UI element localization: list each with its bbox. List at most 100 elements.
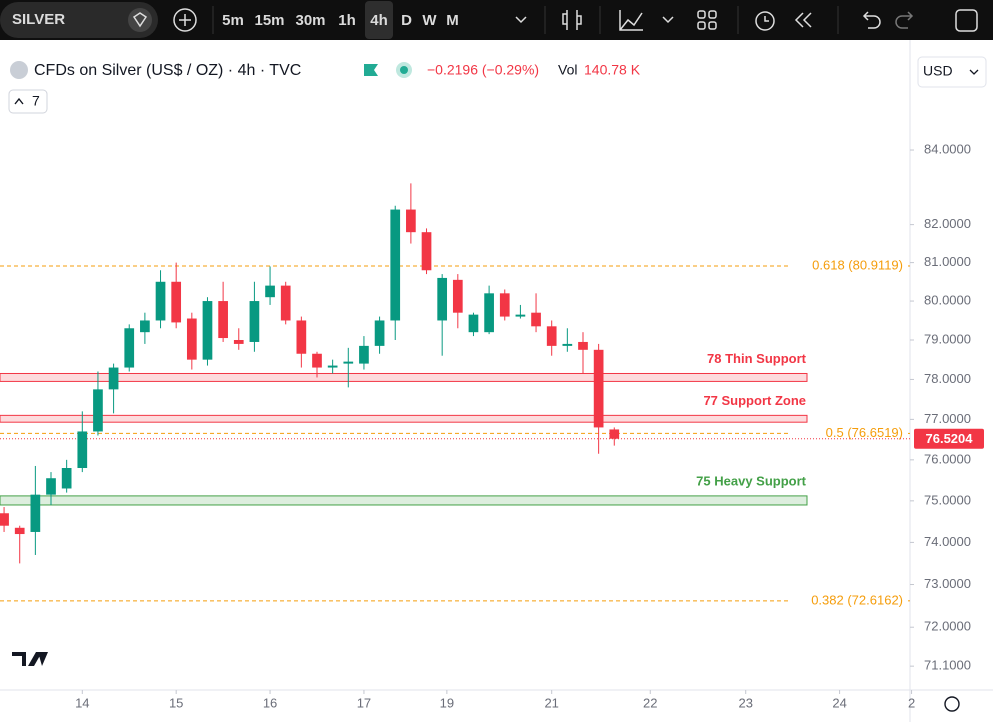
- candle-body: [359, 345, 369, 364]
- y-tick-label: 71.1000: [924, 658, 971, 673]
- candle-body: [186, 318, 197, 360]
- currency-button[interactable]: [917, 56, 987, 88]
- alert-button[interactable]: [755, 11, 775, 31]
- undo-button[interactable]: [862, 11, 881, 29]
- replay-button[interactable]: [764, 12, 812, 28]
- candle-body: [77, 431, 88, 469]
- fullscreen-button[interactable]: [955, 9, 978, 32]
- x-tick-label: 16: [263, 695, 277, 710]
- candle-body: [406, 209, 416, 233]
- y-tick-label: 73.0000: [924, 576, 971, 591]
- x-tick-label: 22: [643, 695, 657, 710]
- candle-body: [171, 281, 182, 323]
- active-interval-bg: [365, 1, 393, 39]
- y-tick-label: 82.0000: [924, 216, 971, 231]
- y-tick-label: 80.0000: [924, 292, 971, 307]
- candle-body: [374, 320, 385, 346]
- fib-label: 0.5 (76.6519): [826, 425, 903, 440]
- x-tick-label: 14: [75, 695, 89, 710]
- candle-body: [202, 301, 213, 360]
- settings-button[interactable]: [944, 696, 960, 712]
- candle-body: [265, 285, 275, 298]
- candle-body: [343, 361, 354, 364]
- candle-body: [218, 301, 228, 339]
- currency: USD: [923, 63, 953, 79]
- chart-type-button[interactable]: [562, 10, 582, 30]
- candle-body: [14, 527, 25, 535]
- interval-button[interactable]: 15m: [254, 12, 284, 29]
- tv-logo: [12, 652, 48, 666]
- plot: 84.0000 82.0000 81.0000 80.0000 79.0000 78.00…: [0, 141, 984, 710]
- y-tick-label: 74.0000: [924, 534, 971, 549]
- interval-button[interactable]: D: [401, 12, 412, 29]
- candle-body: [609, 429, 620, 439]
- interval-button[interactable]: 4h: [370, 12, 388, 29]
- chevron: [14, 97, 24, 105]
- plus-icon: [179, 14, 191, 26]
- zone-label: 75 Heavy Support: [696, 473, 806, 488]
- symbol: SILVER: [12, 11, 65, 28]
- candle-body: [108, 367, 119, 390]
- candle-body: [61, 468, 72, 489]
- zone-label: 78 Thin Support: [707, 351, 807, 366]
- candle-body: [140, 320, 150, 333]
- candle-body: [0, 513, 9, 526]
- interval-button[interactable]: W: [422, 12, 437, 29]
- candle-body: [531, 312, 541, 327]
- candle-body: [93, 389, 103, 432]
- redo-button[interactable]: [895, 11, 914, 29]
- toolbar-bg: [0, 0, 993, 40]
- candle-body: [468, 314, 479, 333]
- y-tick-label: 81.0000: [924, 254, 971, 269]
- candle-body: [233, 339, 244, 344]
- y-tick-label: 79.0000: [924, 331, 971, 346]
- last-price-tag: [914, 428, 984, 449]
- layout-button[interactable]: [697, 10, 717, 30]
- interval-button[interactable]: M: [446, 12, 459, 29]
- interval-button[interactable]: 5m: [222, 12, 244, 29]
- symbol-icon[interactable]: [128, 8, 152, 32]
- indicators-toggle[interactable]: [8, 89, 48, 114]
- candle-body: [280, 285, 291, 321]
- y-tick-label: 75.0000: [924, 492, 971, 507]
- candle-body: [30, 494, 41, 532]
- symbol-logo: [10, 61, 28, 79]
- x-tick-label: 21: [544, 695, 558, 710]
- fib-label: 0.618 (80.9119): [812, 257, 903, 272]
- candle-body: [452, 279, 463, 313]
- candle-body: [249, 301, 260, 342]
- candle-body: [515, 314, 526, 317]
- support-zone: [0, 372, 808, 382]
- indicators-dropdown[interactable]: [662, 16, 674, 24]
- zone-label: 77 Support Zone: [703, 393, 806, 408]
- diamond-icon: [132, 12, 148, 28]
- candle-body: [546, 326, 557, 346]
- x-tick-label: 24: [832, 695, 846, 710]
- candle-body: [296, 320, 307, 354]
- y-tick-label: 84.0000: [924, 141, 971, 156]
- x-tick-label: 17: [357, 695, 371, 710]
- interval-button[interactable]: 30m: [295, 12, 325, 29]
- interval-group: 5m 15m 30m 1h 4h D W M: [222, 1, 459, 39]
- market-flag: [364, 64, 378, 76]
- candle-body: [327, 365, 338, 368]
- interval-button[interactable]: 1h: [338, 12, 356, 29]
- candle-body: [578, 341, 588, 350]
- candle-body: [593, 349, 604, 428]
- candle-body: [390, 209, 401, 321]
- indicators-count: 7: [32, 93, 40, 109]
- x-tick-label: 19: [440, 695, 454, 710]
- legend-title: CFDs on Silver (US$ / OZ) · 4h · TVC: [34, 62, 301, 79]
- candle-body: [155, 281, 166, 321]
- compare-button[interactable]: [173, 8, 197, 32]
- y-tick-label: 77.0000: [924, 411, 971, 426]
- last-price-label: 76.5204: [926, 431, 974, 446]
- chevron: [969, 69, 979, 75]
- indicators-button[interactable]: [619, 10, 643, 31]
- support-zone: [0, 495, 808, 506]
- status-dot-inner: [400, 66, 408, 74]
- x-tick-label: 2: [908, 695, 915, 710]
- interval-dropdown[interactable]: [515, 16, 527, 24]
- symbol-search[interactable]: [0, 2, 158, 38]
